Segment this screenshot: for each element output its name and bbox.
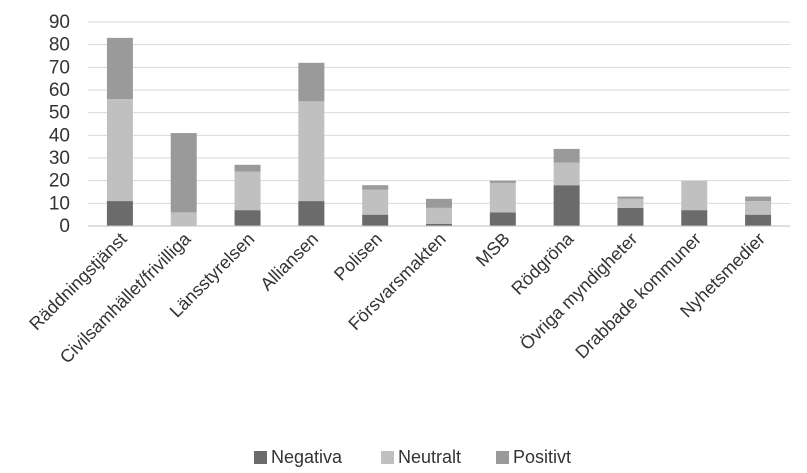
- y-tick-label: 40: [49, 125, 70, 146]
- bar-segment-neutralt: [681, 180, 708, 211]
- bar-segment-neutralt: [553, 162, 580, 186]
- bar-segment-negativa: [106, 201, 133, 226]
- legend-swatch-neutralt: [381, 451, 394, 464]
- bar-segment-neutralt: [426, 207, 452, 224]
- x-category-label: MSB: [472, 229, 514, 271]
- y-tick-label: 30: [49, 148, 70, 169]
- bar-segment-neutralt: [745, 201, 772, 215]
- bar-segment-neutralt: [106, 99, 133, 202]
- bar-segment-negativa: [617, 207, 644, 226]
- legend-swatch-negativa: [254, 451, 267, 464]
- bar-segment-positivt: [170, 133, 197, 213]
- bar-segment-positivt: [106, 37, 133, 100]
- x-category-label: Polisen: [330, 229, 386, 285]
- legend: Negativa Neutralt Positivt: [254, 447, 571, 467]
- bar-segment-negativa: [426, 223, 452, 226]
- y-tick-label: 20: [49, 171, 70, 192]
- y-tick-label: 70: [49, 57, 70, 78]
- legend-swatch-positivt: [496, 451, 509, 464]
- bar-segment-positivt: [617, 196, 644, 199]
- x-category-label: Alliansen: [256, 229, 322, 295]
- bar-segment-negativa: [298, 201, 325, 226]
- y-tick-label: 60: [49, 80, 70, 101]
- bar-segment-neutralt: [489, 182, 516, 213]
- legend-label-neutralt: Neutralt: [398, 447, 461, 467]
- x-axis-category-labels: RäddningstjänstCivilsamhället/frivilliga…: [25, 228, 769, 367]
- bar-segment-negativa: [362, 214, 389, 226]
- bar-segment-neutralt: [234, 171, 261, 211]
- y-tick-label: 90: [49, 12, 70, 33]
- legend-label-negativa: Negativa: [271, 447, 343, 467]
- bar-segment-positivt: [298, 62, 325, 102]
- bar-segment-negativa: [745, 214, 772, 226]
- gridlines: [88, 21, 790, 204]
- y-tick-label: 80: [49, 35, 70, 56]
- bar-segment-negativa: [681, 210, 708, 226]
- x-category-label: Övriga myndigheter: [516, 229, 641, 354]
- bar-segment-positivt: [489, 180, 516, 183]
- bar-segment-positivt: [234, 164, 261, 172]
- legend-label-positivt: Positivt: [513, 447, 571, 467]
- y-tick-label: 0: [59, 216, 70, 237]
- bar-segment-neutralt: [170, 212, 197, 226]
- bar-segment-neutralt: [298, 101, 325, 202]
- bar-segment-negativa: [489, 212, 516, 226]
- bar-segment-neutralt: [617, 198, 644, 208]
- y-tick-label: 10: [49, 193, 70, 214]
- bar-segment-negativa: [553, 185, 580, 226]
- bar-segment-positivt: [426, 198, 452, 208]
- bar-segment-positivt: [553, 148, 580, 163]
- bar-segment-neutralt: [362, 189, 389, 215]
- x-category-label: Drabbade kommuner: [571, 229, 705, 363]
- bar-segment-positivt: [362, 185, 389, 190]
- bar-segment-positivt: [745, 196, 772, 202]
- y-tick-label: 50: [49, 103, 70, 124]
- bar-segment-negativa: [234, 210, 261, 226]
- bars: [106, 37, 772, 226]
